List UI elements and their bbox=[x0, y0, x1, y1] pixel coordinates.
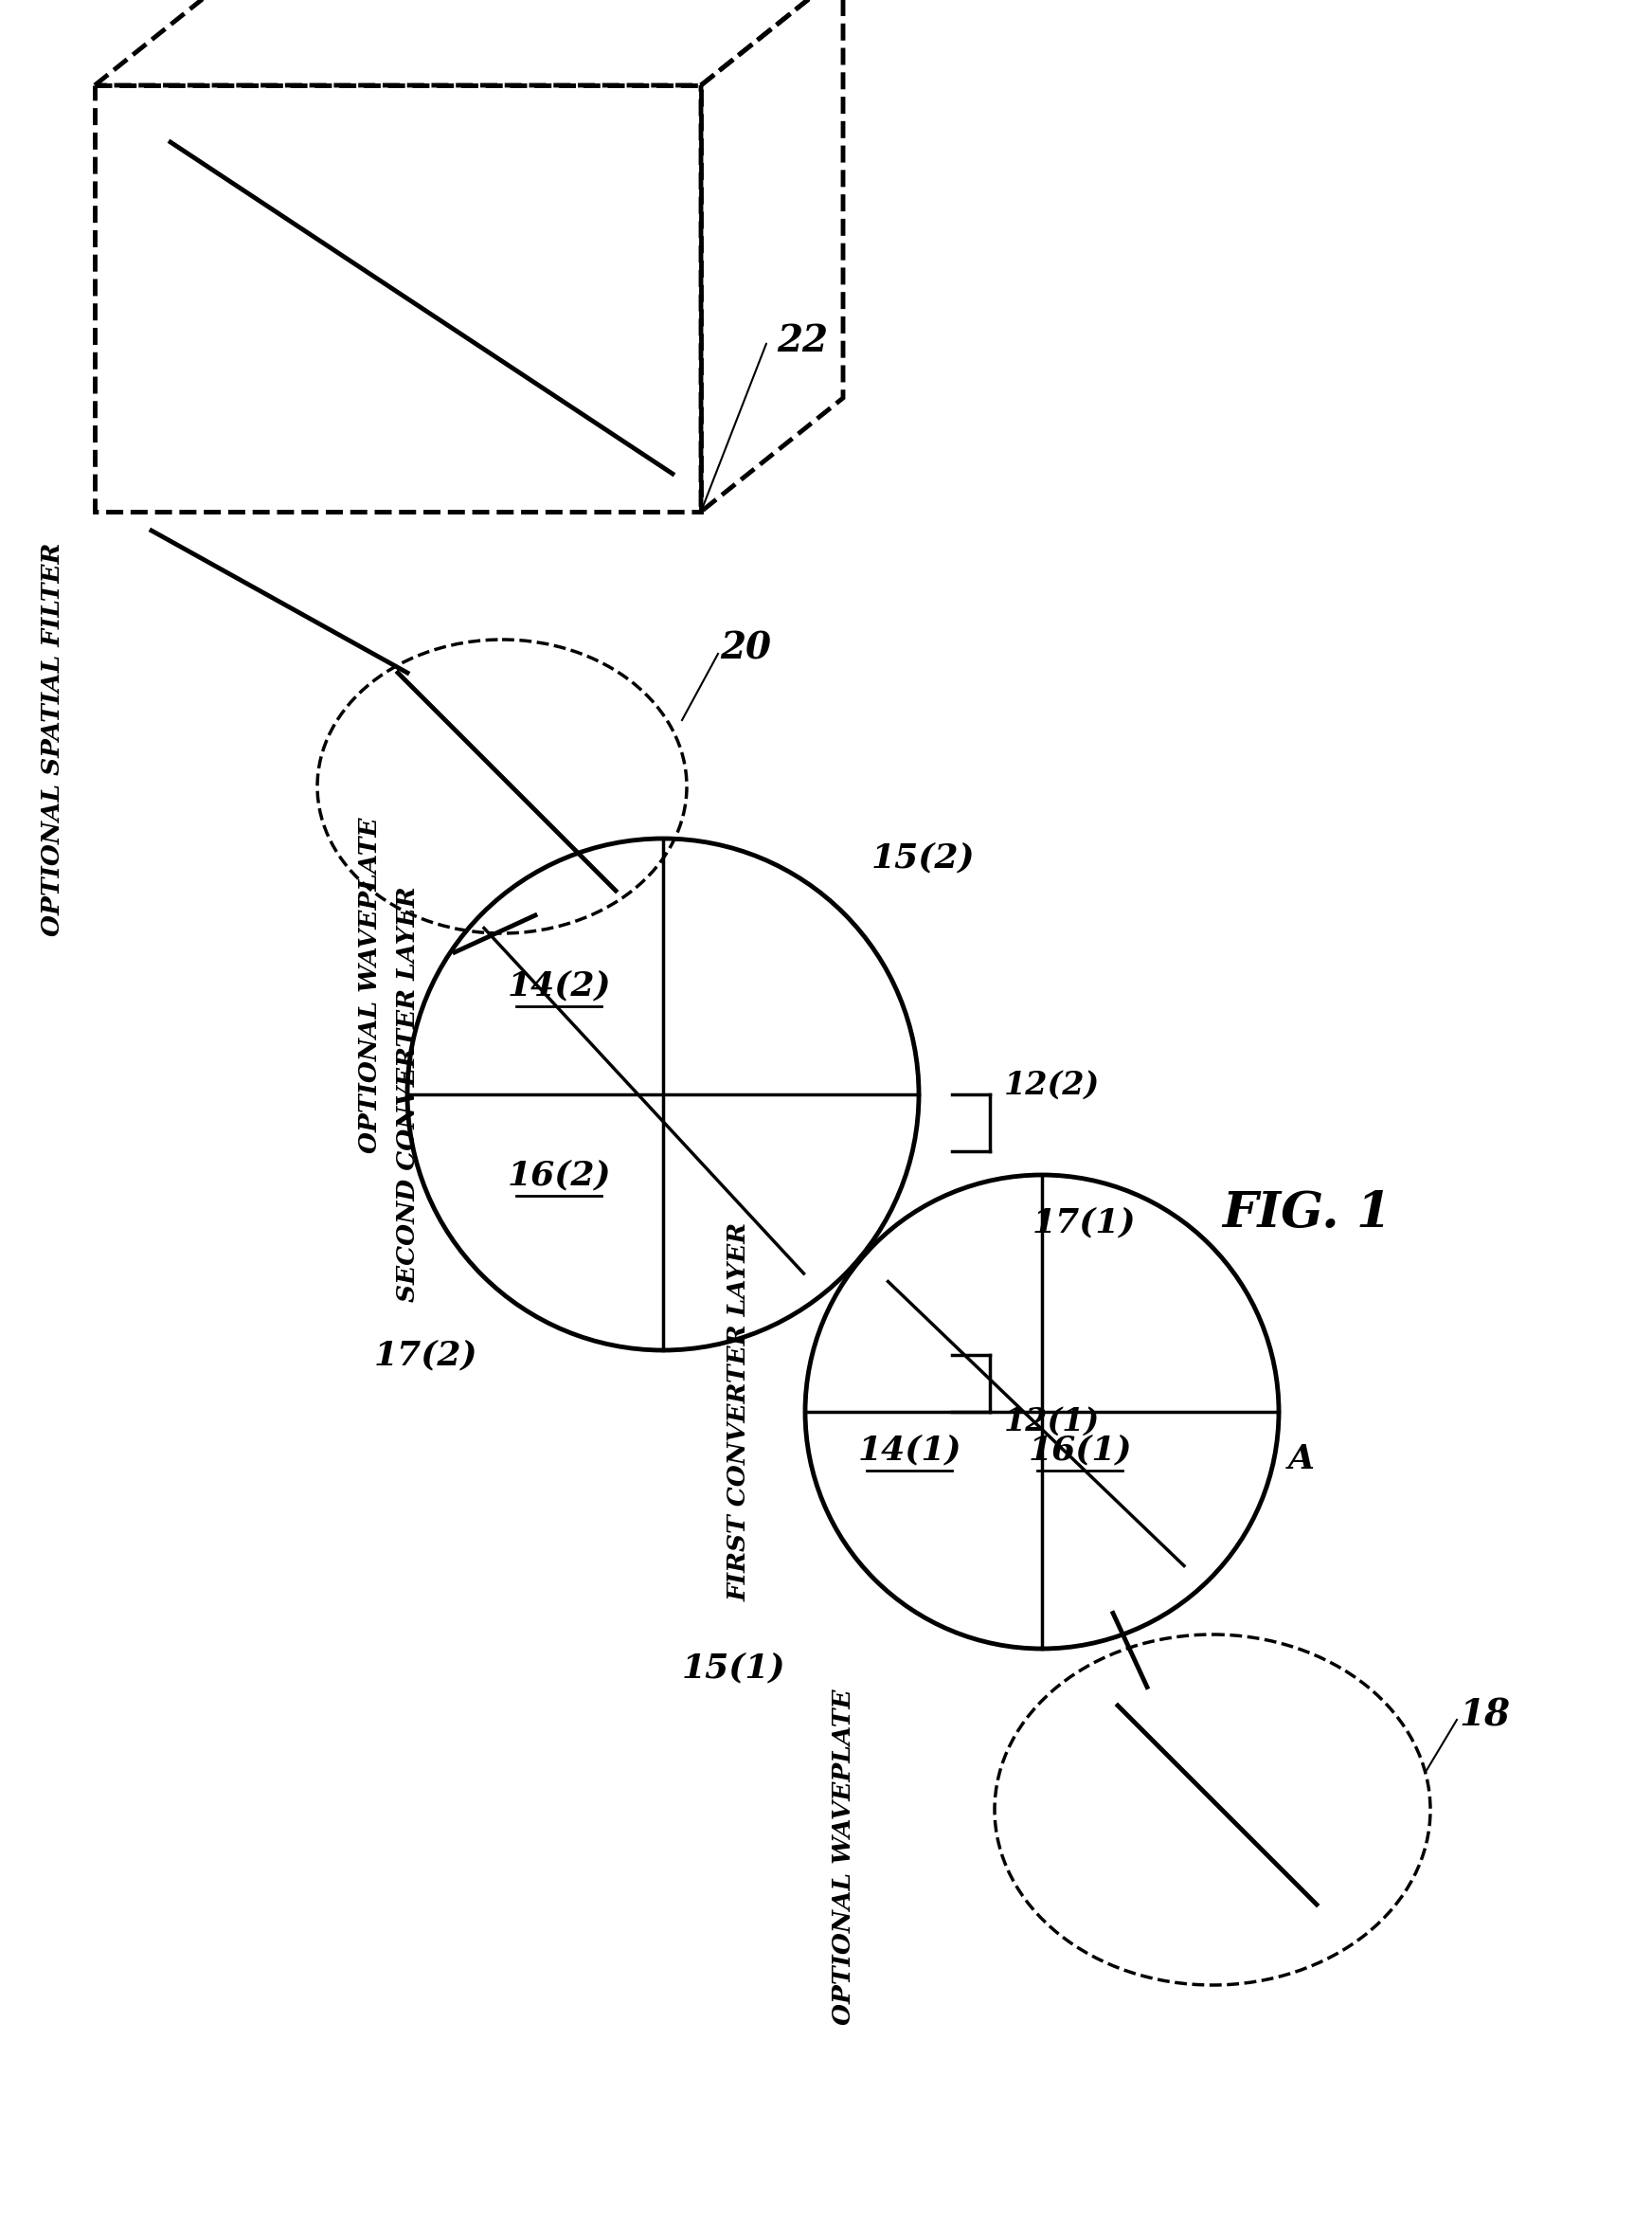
Text: OPTIONAL WAVEPLATE: OPTIONAL WAVEPLATE bbox=[831, 1690, 854, 2026]
Text: 12(1): 12(1) bbox=[1004, 1406, 1100, 1437]
Text: A: A bbox=[1289, 1444, 1315, 1475]
Text: FIG. 1: FIG. 1 bbox=[1222, 1188, 1393, 1237]
Text: FIRST CONVERTER LAYER: FIRST CONVERTER LAYER bbox=[727, 1222, 750, 1601]
Text: 16(2): 16(2) bbox=[507, 1159, 611, 1190]
Text: 17(1): 17(1) bbox=[1032, 1206, 1137, 1239]
Text: 14(2): 14(2) bbox=[507, 968, 611, 1002]
Text: 12(2): 12(2) bbox=[1004, 1068, 1100, 1102]
Text: OPTIONAL WAVEPLATE: OPTIONAL WAVEPLATE bbox=[357, 817, 382, 1153]
Text: 18: 18 bbox=[1459, 1697, 1510, 1732]
Text: 17(2): 17(2) bbox=[373, 1339, 477, 1370]
Text: 15(2): 15(2) bbox=[872, 842, 975, 873]
Text: SECOND CONVERTER LAYER: SECOND CONVERTER LAYER bbox=[395, 886, 420, 1302]
Text: 15(1): 15(1) bbox=[682, 1652, 786, 1684]
Text: 20: 20 bbox=[720, 631, 771, 666]
Text: 14(1): 14(1) bbox=[857, 1433, 961, 1466]
Text: 16(1): 16(1) bbox=[1028, 1433, 1132, 1466]
Text: 22: 22 bbox=[776, 322, 828, 360]
Text: OPTIONAL SPATIAL FILTER: OPTIONAL SPATIAL FILTER bbox=[40, 542, 64, 935]
